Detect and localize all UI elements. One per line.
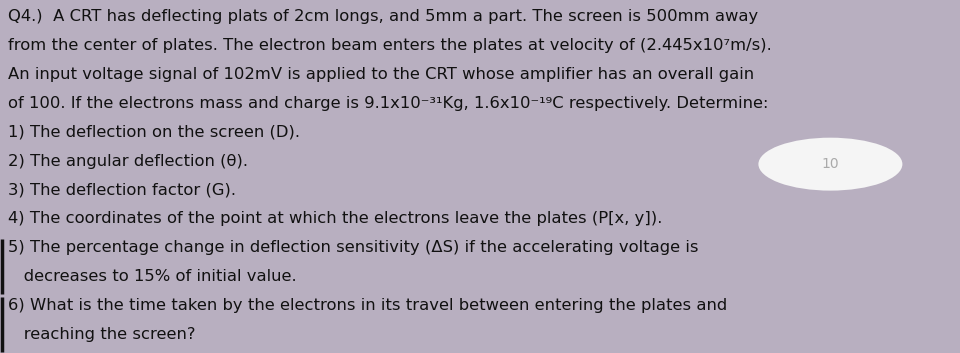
Text: 5) The percentage change in deflection sensitivity (ΔS) if the accelerating volt: 5) The percentage change in deflection s… bbox=[8, 240, 698, 255]
Text: 2) The angular deflection (θ).: 2) The angular deflection (θ). bbox=[8, 154, 248, 168]
Text: 4) The coordinates of the point at which the electrons leave the plates (P[x, y]: 4) The coordinates of the point at which… bbox=[8, 211, 662, 226]
Text: decreases to 15% of initial value.: decreases to 15% of initial value. bbox=[8, 269, 297, 284]
Text: Q4.)  A CRT has deflecting plats of 2cm longs, and 5mm a part. The screen is 500: Q4.) A CRT has deflecting plats of 2cm l… bbox=[8, 9, 758, 24]
Circle shape bbox=[758, 138, 902, 191]
Text: 6) What is the time taken by the electrons in its travel between entering the pl: 6) What is the time taken by the electro… bbox=[8, 298, 727, 313]
Text: reaching the screen?: reaching the screen? bbox=[8, 327, 195, 342]
Text: 10: 10 bbox=[822, 157, 839, 171]
Text: 3) The deflection factor (G).: 3) The deflection factor (G). bbox=[8, 183, 236, 197]
Text: from the center of plates. The electron beam enters the plates at velocity of (2: from the center of plates. The electron … bbox=[8, 38, 772, 53]
Text: of 100. If the electrons mass and charge is 9.1x10⁻³¹Kg, 1.6x10⁻¹⁹C respectively: of 100. If the electrons mass and charge… bbox=[8, 96, 768, 110]
Text: An input voltage signal of 102mV is applied to the CRT whose amplifier has an ov: An input voltage signal of 102mV is appl… bbox=[8, 67, 754, 82]
Text: 1) The deflection on the screen (D).: 1) The deflection on the screen (D). bbox=[8, 125, 300, 139]
